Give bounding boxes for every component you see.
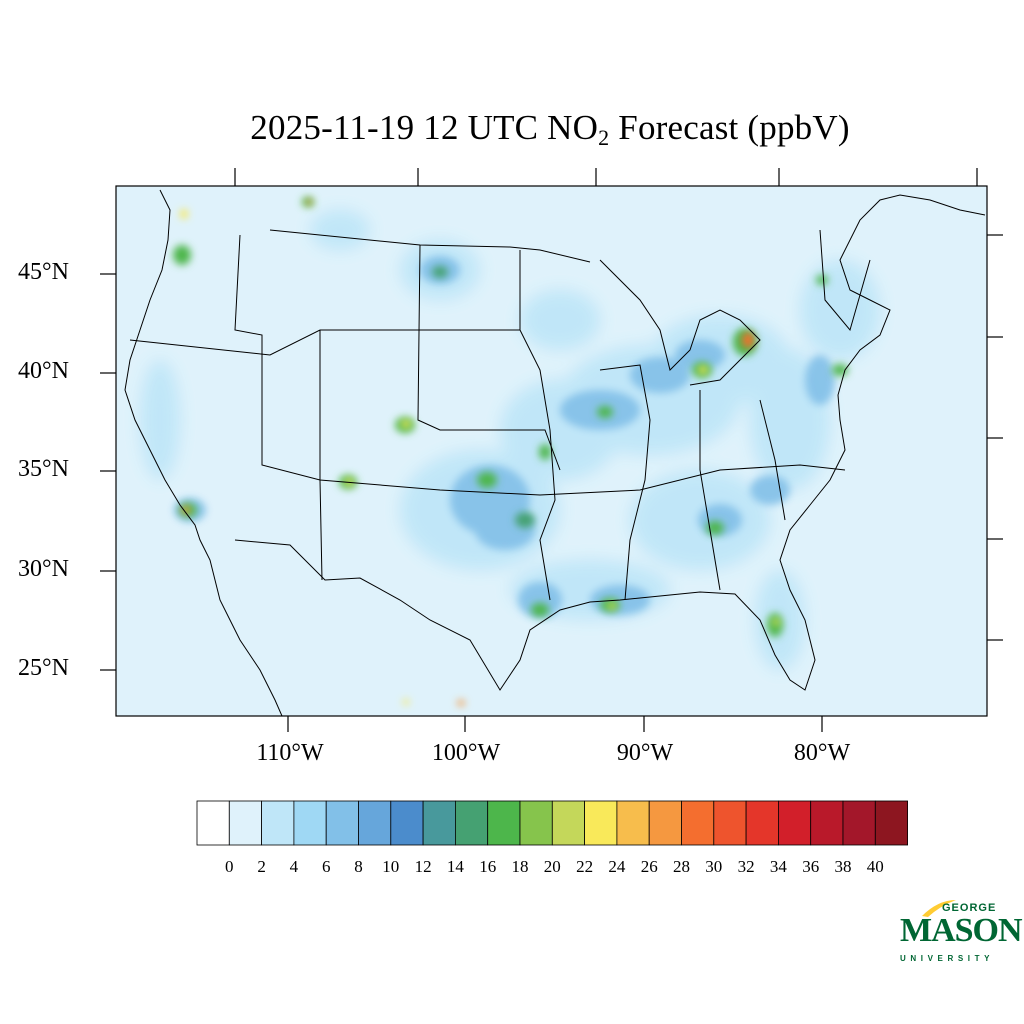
colorbar-tick-label: 10: [382, 857, 400, 876]
colorbar-tick-label: 18: [511, 857, 529, 876]
colorbar-swatch: [616, 800, 650, 846]
colorbar-swatch: [261, 800, 295, 846]
colorbar-swatch: [293, 800, 327, 846]
colorbar-tick-label: 36: [802, 857, 820, 876]
colorbar-tick-label: 26: [640, 857, 658, 876]
lat-label-25: 25°N: [18, 655, 69, 681]
colorbar-tick-label: 14: [446, 857, 464, 876]
colorbar-tick-label: 32: [737, 857, 755, 876]
title-prefix: 2025-11-19 12 UTC NO: [250, 108, 599, 147]
title-subscript: 2: [598, 125, 610, 150]
colorbar-swatch: [810, 800, 844, 846]
map-title: 2025-11-19 12 UTC NO2 Forecast (ppbV): [0, 108, 1024, 151]
colorbar-swatch: [454, 800, 489, 846]
colorbar-swatch: [584, 800, 618, 846]
colorbar-swatch: [713, 800, 747, 846]
colorbar-swatch: [358, 800, 392, 846]
colorbar-swatch: [745, 800, 779, 846]
colorbar-swatch: [228, 800, 262, 846]
lat-label-40: 40°N: [18, 358, 69, 384]
colorbar-tick-label: 12: [414, 857, 432, 876]
bottom-ticks: [287, 716, 823, 732]
logo-line1: GEORGE: [942, 902, 997, 914]
colorbar-tick-label: 20: [543, 857, 561, 876]
colorbar-swatch: [778, 800, 812, 846]
lon-label-110: 110°W: [256, 740, 324, 766]
colorbar-swatch: [842, 800, 876, 846]
lat-label-45: 45°N: [18, 259, 69, 285]
colorbar-swatch: [196, 800, 230, 846]
colorbar: [196, 800, 908, 846]
logo-swoosh-icon: [922, 900, 956, 917]
colorbar-tick-label: 6: [321, 857, 331, 876]
lat-label-35: 35°N: [18, 456, 69, 482]
colorbar-tick-label: 8: [354, 857, 363, 876]
colorbar-swatch: [648, 800, 682, 846]
colorbar-swatch: [681, 800, 715, 846]
colorbar-tick-label: 24: [608, 857, 626, 876]
colorbar-tick-label: 2: [257, 857, 266, 876]
colorbar-tick-label: 34: [769, 857, 787, 876]
concentration-field: [124, 189, 986, 716]
coastline-borders: [124, 189, 986, 716]
colorbar-tick-label: 4: [289, 857, 299, 876]
colorbar-swatch: [551, 800, 585, 846]
left-ticks: [100, 273, 116, 671]
colorbar-tick-label: 16: [479, 857, 497, 876]
lat-label-30: 30°N: [18, 556, 69, 582]
colorbar-swatch: [390, 800, 424, 846]
map-frame: [115, 185, 988, 717]
lon-label-90: 90°W: [616, 740, 674, 766]
gmu-logo: GEORGE MASON UNIVERSITY: [898, 898, 1023, 970]
logo-line2: MASON: [900, 912, 1023, 949]
lon-label-80: 80°W: [793, 740, 851, 766]
right-ticks: [987, 234, 1003, 641]
title-suffix: Forecast (ppbV): [609, 108, 850, 147]
colorbar-tick-label: 38: [834, 857, 852, 876]
logo-line3: UNIVERSITY: [900, 954, 995, 963]
colorbar-swatch: [874, 800, 908, 846]
colorbar-swatch: [519, 800, 553, 846]
colorbar-tick-label: 22: [576, 857, 594, 876]
colorbar-swatch: [325, 800, 359, 846]
colorbar-tick-label: 40: [866, 857, 884, 876]
top-ticks: [234, 168, 978, 186]
colorbar-swatch: [487, 800, 521, 846]
colorbar-tick-label: 0: [225, 857, 234, 876]
colorbar-tick-label: 30: [705, 857, 723, 876]
lon-label-100: 100°W: [431, 740, 501, 766]
colorbar-tick-label: 28: [673, 857, 690, 876]
colorbar-swatch: [422, 800, 456, 846]
